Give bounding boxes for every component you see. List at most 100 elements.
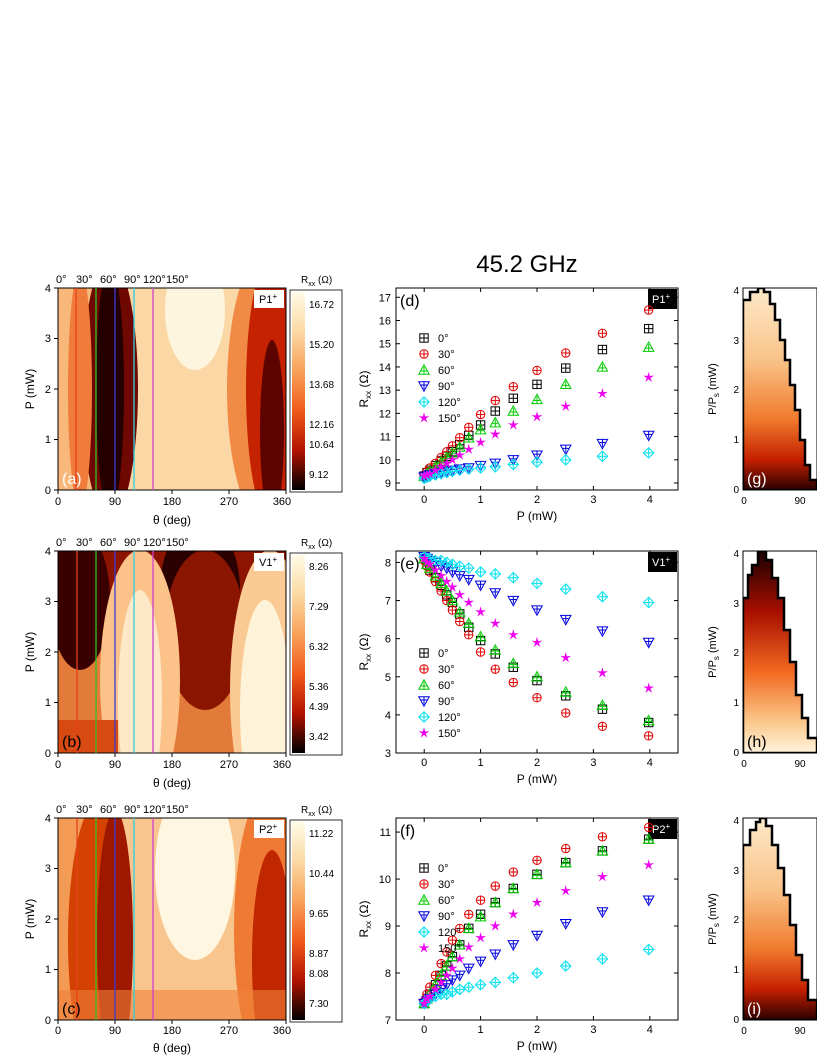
data-point <box>462 617 475 629</box>
data-point <box>455 923 465 934</box>
legend-label: 30° <box>438 879 455 891</box>
data-point <box>507 971 520 984</box>
legend-marker <box>418 396 430 408</box>
data-point <box>531 636 543 648</box>
y-tick-label: 10 <box>379 874 391 886</box>
data-point <box>531 411 543 422</box>
data-point <box>489 416 502 428</box>
data-point <box>507 595 520 607</box>
data-point <box>508 381 519 392</box>
legend-label: 60° <box>438 365 455 377</box>
data-point <box>418 470 430 481</box>
data-point <box>446 558 459 571</box>
data-point <box>560 400 572 412</box>
x-tick-label: 90 <box>794 1026 806 1037</box>
data-point <box>596 450 609 463</box>
legend-marker <box>419 349 429 359</box>
y-tick-label: 4 <box>45 546 51 558</box>
data-point <box>507 908 519 919</box>
y-axis-label: P/Ps (mW) <box>707 626 721 678</box>
data-point <box>446 950 459 962</box>
y-tick-label: 10 <box>379 455 391 467</box>
data-point <box>596 360 609 372</box>
angle-label: 60° <box>100 274 117 286</box>
data-point <box>642 714 655 726</box>
legend-label: 30° <box>438 349 455 361</box>
svg-text:Rxx (Ω): Rxx (Ω) <box>301 538 332 551</box>
data-point <box>475 606 487 617</box>
legend-marker <box>418 727 430 738</box>
x-tick-label: 3 <box>590 1024 596 1036</box>
y-tick-label: 0 <box>733 485 739 496</box>
panel-tag: P2+ <box>259 822 277 836</box>
data-point <box>447 935 458 945</box>
colorbar-tick: 7.30 <box>309 999 329 1010</box>
data-point <box>455 616 465 627</box>
y-tick-label: 8 <box>385 557 391 569</box>
x-axis-label: θ (deg) <box>153 513 191 527</box>
y-tick-label: 0 <box>733 1015 739 1026</box>
data-point <box>424 990 436 1002</box>
y-tick-label: 4 <box>733 549 739 560</box>
data-point <box>597 667 608 678</box>
heatmap-panel-b: 0° 30° 60° 90° 120° 150° V1+ (b) 0 1 2 3… <box>23 537 343 790</box>
legend-marker <box>419 879 429 889</box>
data-point <box>530 670 544 682</box>
data-point <box>642 596 655 609</box>
data-point <box>435 577 448 589</box>
data-point <box>489 567 502 580</box>
data-point <box>462 922 475 934</box>
panel-tag-box <box>648 289 677 309</box>
x-tick-label: 360 <box>273 1025 291 1037</box>
x-tick-label: 2 <box>534 1024 540 1036</box>
y-tick-label: 2 <box>45 647 51 659</box>
data-point <box>463 596 475 608</box>
y-tick-label: 0 <box>45 1015 51 1027</box>
series-5 <box>418 552 655 693</box>
data-point <box>532 855 542 865</box>
heatmap-panel-a: 0° 30° 60° 90° 120° 150° P1+ (a) 0 1 2 3… <box>23 274 343 527</box>
colorbar-tick: 13.68 <box>309 380 334 391</box>
x-tick-label: 4 <box>647 757 653 769</box>
legend-label: 60° <box>438 895 455 907</box>
y-axis: 0 1 2 3 4 <box>45 283 58 497</box>
x-tick-label: 0 <box>55 1025 61 1037</box>
data-point <box>508 677 519 688</box>
data-point <box>597 344 608 355</box>
data-point <box>507 458 520 471</box>
data-point <box>489 896 502 908</box>
x-axis-label: P (mW) <box>517 772 557 786</box>
data-point <box>530 605 544 617</box>
data-point <box>446 985 459 998</box>
panel-label: (c) <box>62 1001 81 1018</box>
y-tick-label: 11 <box>380 827 391 839</box>
data-point <box>424 558 436 569</box>
y-axis-label: Rxx (Ω) <box>357 901 373 938</box>
data-point <box>559 378 572 390</box>
data-point <box>642 340 655 352</box>
data-point <box>435 976 447 988</box>
data-point <box>643 371 655 382</box>
data-point <box>643 731 654 741</box>
panel-label: (e) <box>400 556 420 573</box>
data-point <box>490 395 500 406</box>
x-tick-label: 0 <box>741 1026 747 1037</box>
series-2 <box>418 340 655 481</box>
data-point <box>453 464 466 477</box>
data-point <box>489 428 501 439</box>
svg-text:Rxx (Ω): Rxx (Ω) <box>301 805 332 818</box>
data-point <box>532 365 542 376</box>
legend-marker <box>418 412 430 423</box>
legend-label: 90° <box>438 381 455 393</box>
y-tick-label: 3 <box>733 866 739 877</box>
y-tick-label: 0 <box>733 748 739 759</box>
data-point <box>530 930 544 942</box>
data-point <box>441 969 453 980</box>
legend-marker <box>417 363 431 375</box>
data-point <box>643 305 654 315</box>
data-point <box>596 907 609 919</box>
y-tick-label: 1 <box>45 964 51 976</box>
x-tick-label: 360 <box>273 759 291 771</box>
y-tick-label: 4 <box>733 816 739 827</box>
